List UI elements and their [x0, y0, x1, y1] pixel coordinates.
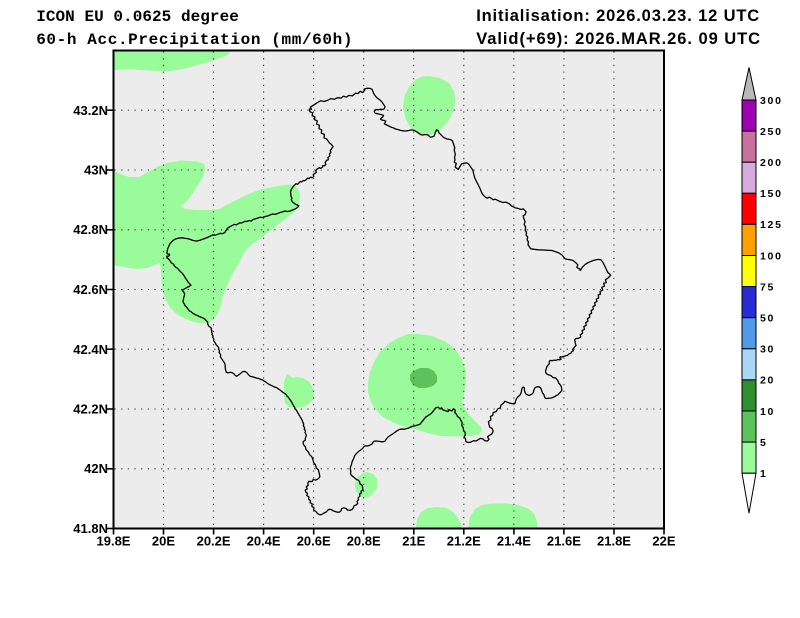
svg-text:20.4E: 20.4E	[247, 534, 281, 549]
svg-text:5: 5	[760, 437, 768, 449]
svg-text:50: 50	[760, 313, 775, 325]
svg-text:100: 100	[760, 250, 783, 262]
svg-text:41.8N: 41.8N	[73, 521, 108, 536]
svg-text:21.8E: 21.8E	[597, 534, 631, 549]
svg-text:10: 10	[760, 406, 775, 418]
svg-text:42N: 42N	[84, 461, 108, 476]
svg-text:42.6N: 42.6N	[73, 282, 108, 297]
svg-text:19.8E: 19.8E	[97, 534, 131, 549]
svg-text:21.4E: 21.4E	[497, 534, 531, 549]
svg-text:125: 125	[760, 219, 783, 231]
svg-text:1: 1	[760, 468, 768, 480]
svg-text:60-h Acc.Precipitation (mm/60h: 60-h Acc.Precipitation (mm/60h)	[36, 31, 353, 49]
svg-text:Initialisation: 2026.03.23. 12: Initialisation: 2026.03.23. 12 UTC	[476, 7, 760, 25]
svg-text:21E: 21E	[402, 534, 425, 549]
svg-text:Valid(+69): 2026.MAR.26. 09 UT: Valid(+69): 2026.MAR.26. 09 UTC	[476, 30, 761, 48]
svg-text:42.2N: 42.2N	[73, 402, 108, 417]
svg-text:43.2N: 43.2N	[73, 103, 108, 118]
svg-text:42.4N: 42.4N	[73, 342, 108, 357]
svg-text:43N: 43N	[84, 163, 108, 178]
svg-text:20: 20	[760, 375, 775, 387]
svg-text:22E: 22E	[652, 534, 675, 549]
svg-text:150: 150	[760, 188, 783, 200]
svg-text:21.6E: 21.6E	[547, 534, 581, 549]
svg-text:42.8N: 42.8N	[73, 222, 108, 237]
svg-text:30: 30	[760, 344, 775, 356]
svg-text:300: 300	[760, 95, 783, 107]
svg-text:20.2E: 20.2E	[197, 534, 231, 549]
svg-text:20.8E: 20.8E	[347, 534, 381, 549]
svg-text:21.2E: 21.2E	[447, 534, 481, 549]
svg-text:250: 250	[760, 126, 783, 138]
svg-text:75: 75	[760, 281, 775, 293]
svg-text:20E: 20E	[152, 534, 175, 549]
svg-text:200: 200	[760, 157, 783, 169]
svg-text:ICON EU 0.0625 degree: ICON EU 0.0625 degree	[36, 8, 239, 26]
svg-text:20.6E: 20.6E	[297, 534, 331, 549]
